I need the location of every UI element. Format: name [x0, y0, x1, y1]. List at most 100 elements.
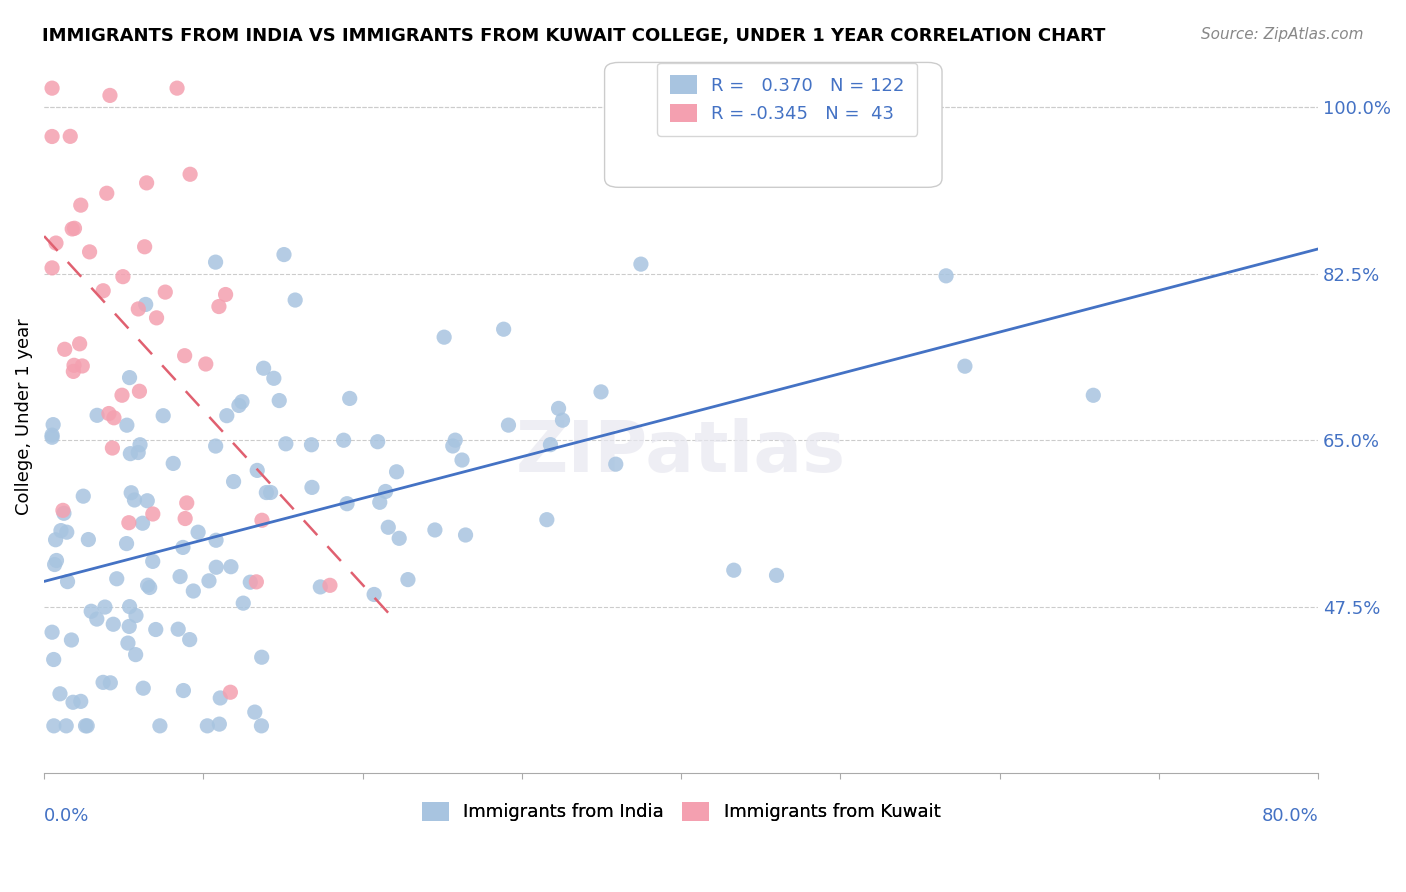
- Point: [194, 357, 217, 371]
- Text: IMMIGRANTS FROM INDIA VS IMMIGRANTS FROM KUWAIT COLLEGE, UNDER 1 YEAR CORRELATIO: IMMIGRANTS FROM INDIA VS IMMIGRANTS FROM…: [42, 27, 1105, 45]
- Point: [41, 260, 63, 275]
- Point: [69, 336, 91, 351]
- Point: [441, 439, 464, 453]
- Point: [59, 129, 82, 144]
- Point: [124, 493, 146, 508]
- Point: [215, 409, 238, 423]
- Point: [396, 573, 419, 587]
- Point: [173, 349, 195, 363]
- Point: [97, 407, 120, 421]
- Point: [145, 310, 167, 325]
- Point: [538, 437, 561, 451]
- Point: [231, 394, 253, 409]
- Point: [269, 393, 291, 408]
- Point: [76, 719, 98, 733]
- Point: [176, 496, 198, 510]
- Point: [52, 506, 75, 520]
- Point: [125, 608, 148, 623]
- Point: [172, 683, 194, 698]
- Point: [765, 568, 787, 582]
- Point: [118, 599, 141, 614]
- Point: [41, 430, 63, 444]
- Point: [96, 186, 118, 201]
- Point: [118, 619, 141, 633]
- Point: [55, 719, 77, 733]
- Point: [250, 513, 273, 527]
- Point: [41, 81, 63, 95]
- Point: [630, 257, 652, 271]
- Point: [179, 632, 201, 647]
- Point: [204, 255, 226, 269]
- Point: [228, 399, 250, 413]
- Point: [75, 719, 97, 733]
- Point: [118, 370, 141, 384]
- Point: [336, 497, 359, 511]
- Point: [41, 129, 63, 144]
- Y-axis label: College, Under 1 year: College, Under 1 year: [15, 318, 32, 515]
- Point: [115, 418, 138, 433]
- Text: Source: ZipAtlas.com: Source: ZipAtlas.com: [1201, 27, 1364, 42]
- Point: [214, 287, 236, 301]
- Point: [49, 524, 72, 538]
- Point: [42, 417, 65, 432]
- Point: [174, 511, 197, 525]
- Point: [166, 81, 188, 95]
- Point: [138, 581, 160, 595]
- Point: [219, 685, 242, 699]
- Point: [120, 447, 142, 461]
- Point: [135, 176, 157, 190]
- Point: [131, 516, 153, 531]
- Point: [309, 580, 332, 594]
- Point: [498, 418, 520, 433]
- Point: [423, 523, 446, 537]
- Point: [1083, 388, 1105, 402]
- Point: [374, 484, 396, 499]
- Point: [162, 457, 184, 471]
- Point: [91, 675, 114, 690]
- Legend: Immigrants from India, Immigrants from Kuwait: Immigrants from India, Immigrants from K…: [415, 795, 948, 829]
- Point: [115, 536, 138, 550]
- Point: [589, 384, 612, 399]
- Text: ZIPatlas: ZIPatlas: [516, 417, 846, 487]
- Point: [208, 300, 231, 314]
- Point: [252, 361, 274, 376]
- Point: [444, 433, 467, 447]
- Point: [63, 359, 86, 373]
- Point: [42, 652, 65, 666]
- Point: [127, 445, 149, 459]
- Point: [127, 301, 149, 316]
- Point: [80, 604, 103, 618]
- Point: [377, 520, 399, 534]
- Point: [273, 247, 295, 261]
- Point: [205, 560, 228, 574]
- Point: [263, 371, 285, 385]
- Point: [41, 625, 63, 640]
- Point: [536, 513, 558, 527]
- Point: [136, 493, 159, 508]
- Point: [179, 167, 201, 181]
- Point: [132, 681, 155, 696]
- Point: [723, 563, 745, 577]
- Point: [433, 330, 456, 344]
- Point: [103, 410, 125, 425]
- Point: [388, 532, 411, 546]
- Point: [69, 694, 91, 708]
- Point: [49, 687, 72, 701]
- Point: [105, 572, 128, 586]
- Point: [219, 559, 242, 574]
- Point: [339, 392, 361, 406]
- Point: [551, 413, 574, 427]
- Point: [198, 574, 221, 588]
- Point: [69, 198, 91, 212]
- Point: [195, 719, 218, 733]
- Point: [98, 676, 121, 690]
- Point: [953, 359, 976, 374]
- Point: [62, 695, 84, 709]
- Point: [60, 222, 83, 236]
- Point: [129, 438, 152, 452]
- Point: [222, 475, 245, 489]
- Point: [149, 719, 172, 733]
- Point: [451, 453, 474, 467]
- Point: [72, 359, 94, 373]
- Point: [135, 297, 157, 311]
